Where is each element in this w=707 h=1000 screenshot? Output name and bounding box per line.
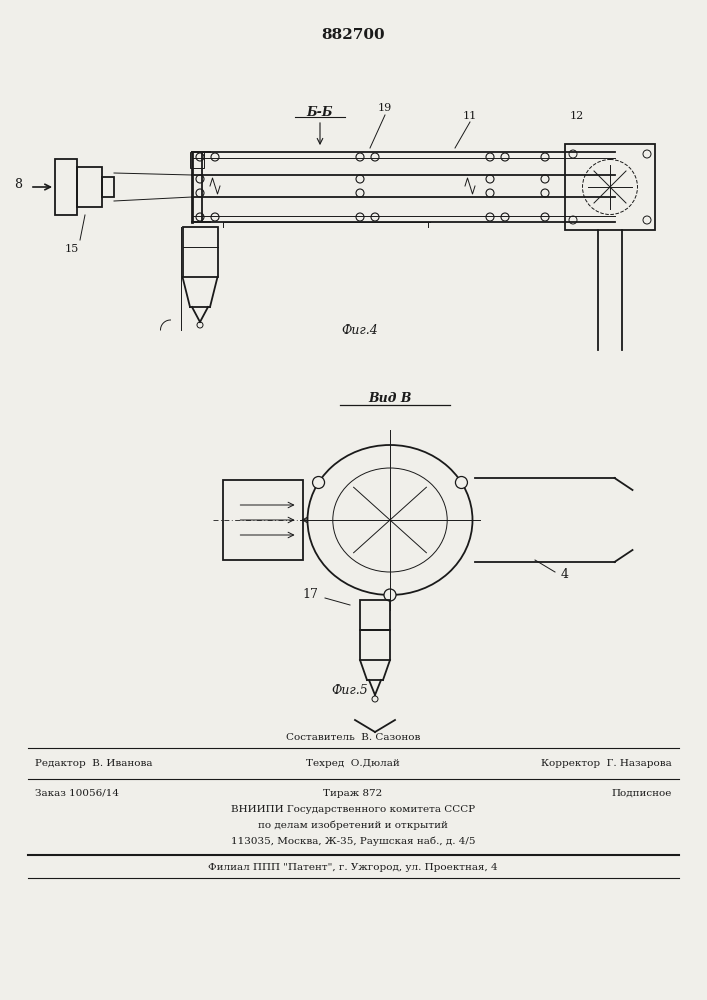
Text: Корректор  Г. Назарова: Корректор Г. Назарова: [542, 760, 672, 768]
Bar: [360, 600, 390, 630]
Text: Техред  О.Дюлай: Техред О.Дюлай: [306, 760, 400, 768]
Circle shape: [384, 589, 396, 601]
Bar: [190, 152, 204, 168]
Bar: [55, 159, 77, 215]
Text: Составитель  В. Сазонов: Составитель В. Сазонов: [286, 734, 420, 742]
Text: 15: 15: [65, 244, 79, 254]
Text: Фиг.4: Фиг.4: [341, 324, 378, 336]
Text: Тираж 872: Тираж 872: [323, 788, 382, 798]
Bar: [565, 144, 655, 230]
Text: 4: 4: [561, 568, 569, 582]
Bar: [77, 167, 102, 207]
Text: 113035, Москва, Ж-35, Раушская наб., д. 4/5: 113035, Москва, Ж-35, Раушская наб., д. …: [230, 836, 475, 846]
Text: Заказ 10056/14: Заказ 10056/14: [35, 788, 119, 798]
Bar: [102, 177, 114, 197]
Circle shape: [455, 477, 467, 488]
Circle shape: [312, 477, 325, 488]
Text: Б-Б: Б-Б: [307, 105, 333, 118]
Text: 19: 19: [378, 103, 392, 113]
Text: Редактор  В. Иванова: Редактор В. Иванова: [35, 760, 153, 768]
Text: 882700: 882700: [321, 28, 385, 42]
Text: Подписное: Подписное: [612, 788, 672, 798]
Text: Фиг.5: Фиг.5: [332, 684, 368, 696]
Text: Филиал ППП "Патент", г. Ужгород, ул. Проектная, 4: Филиал ППП "Патент", г. Ужгород, ул. Про…: [208, 862, 498, 871]
Bar: [182, 227, 218, 277]
Text: ВНИИПИ Государственного комитета СССР: ВНИИПИ Государственного комитета СССР: [231, 806, 475, 814]
Text: по делам изобретений и открытий: по делам изобретений и открытий: [258, 820, 448, 830]
Text: 17: 17: [302, 588, 318, 601]
Bar: [223, 480, 303, 560]
Text: 11: 11: [463, 111, 477, 121]
Text: Вид В: Вид В: [368, 391, 411, 404]
Text: 12: 12: [570, 111, 584, 121]
Bar: [360, 630, 390, 660]
Text: 8: 8: [14, 178, 22, 192]
